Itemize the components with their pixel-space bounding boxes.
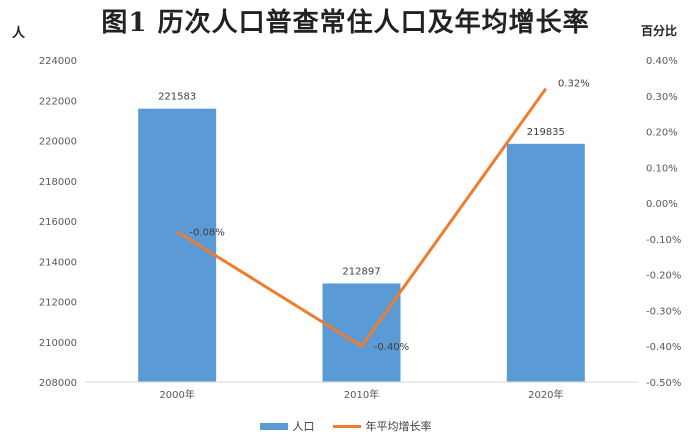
- legend-line-swatch: [332, 424, 361, 428]
- x-tick-label: 2000年: [159, 388, 194, 401]
- x-tick-label: 2020年: [528, 388, 563, 401]
- y2-tick-label: -0.40%: [646, 342, 681, 353]
- chart-title: 图1 历次人口普查常住人口及年均增长率: [101, 8, 590, 38]
- line-series: [176, 87, 548, 348]
- y-tick-label: 212000: [39, 298, 77, 309]
- right-axis-unit: 百分比: [640, 24, 677, 38]
- y2-tick-label: -0.10%: [646, 235, 681, 246]
- bar: [322, 283, 401, 382]
- legend: 人口 年平均增长率: [0, 418, 691, 434]
- y2-tick-label: 0.10%: [646, 163, 678, 174]
- y-tick-label: 224000: [39, 56, 77, 67]
- bar: [138, 108, 217, 383]
- y-tick-label: 214000: [39, 257, 77, 268]
- legend-bar-swatch: [259, 422, 288, 430]
- line-data-label: -0.08%: [189, 228, 224, 239]
- y-tick-label: 222000: [39, 96, 77, 107]
- legend-bar-label: 人口: [292, 420, 315, 433]
- y2-tick-label: 0.30%: [646, 92, 678, 103]
- legend-line-label: 年平均增长率: [365, 420, 432, 433]
- y2-tick-label: -0.50%: [646, 378, 681, 389]
- y2-tick-label: -0.30%: [646, 306, 681, 317]
- y-tick-label: 208000: [39, 378, 77, 389]
- y2-tick-label: 0.20%: [646, 128, 678, 139]
- bar-data-label: 221583: [158, 92, 196, 103]
- legend-item-bar[interactable]: 人口: [259, 418, 315, 434]
- legend-item-line[interactable]: 年平均增长率: [332, 418, 432, 434]
- data-labels: 221583 212897 219835 -0.08% -0.40% 0.32%: [158, 79, 590, 354]
- y2-tick-label: 0.40%: [646, 56, 678, 67]
- bar-data-label: 212897: [342, 266, 380, 277]
- bar-series: [138, 108, 585, 383]
- x-tick-label: 2010年: [344, 388, 379, 401]
- y-tick-label: 220000: [39, 137, 77, 148]
- bar-data-label: 219835: [527, 127, 565, 138]
- y-tick-label: 210000: [39, 338, 77, 349]
- line-data-label: -0.40%: [374, 342, 409, 353]
- y2-tick-label: 0.00%: [646, 199, 678, 210]
- y2-tick-label: -0.20%: [646, 271, 681, 282]
- bar: [506, 143, 585, 382]
- line-data-label: 0.32%: [558, 79, 590, 90]
- y-tick-label: 216000: [39, 217, 77, 228]
- left-axis-unit: 人: [12, 26, 26, 41]
- axes: 208000 210000 212000 214000 216000 218000 2200…: [39, 56, 682, 401]
- y-tick-label: 218000: [39, 177, 77, 188]
